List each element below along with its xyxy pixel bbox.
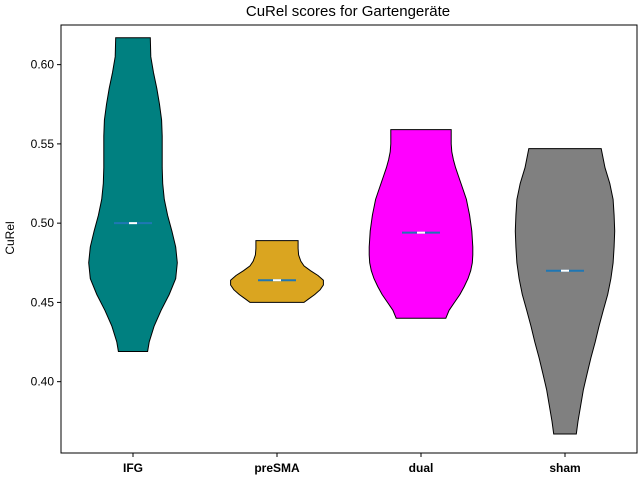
y-tick-label: 0.50	[31, 216, 55, 230]
x-tick-label-dual: dual	[409, 461, 434, 475]
chart-title: CuRel scores for Gartengeräte	[246, 3, 450, 20]
violin-presma	[230, 240, 324, 303]
violins-layer	[88, 37, 616, 435]
y-axis-label: CuRel	[3, 221, 17, 254]
y-tick-label: 0.60	[31, 58, 55, 72]
violin-ifg	[88, 37, 178, 352]
x-axis-ticks: IFG preSMA dual sham	[123, 453, 581, 475]
plot-frame	[60, 24, 638, 454]
y-tick-label: 0.55	[31, 137, 55, 151]
x-tick-label-sham: sham	[549, 461, 580, 475]
violin-sham	[514, 148, 616, 435]
y-tick-label: 0.40	[31, 375, 55, 389]
x-tick-label-ifg: IFG	[123, 461, 143, 475]
violin-dual	[368, 129, 474, 319]
y-axis-ticks: 0.40 0.45 0.50 0.55 0.60	[31, 58, 61, 389]
x-tick-label-presma: preSMA	[254, 461, 300, 475]
y-tick-label: 0.45	[31, 295, 55, 309]
